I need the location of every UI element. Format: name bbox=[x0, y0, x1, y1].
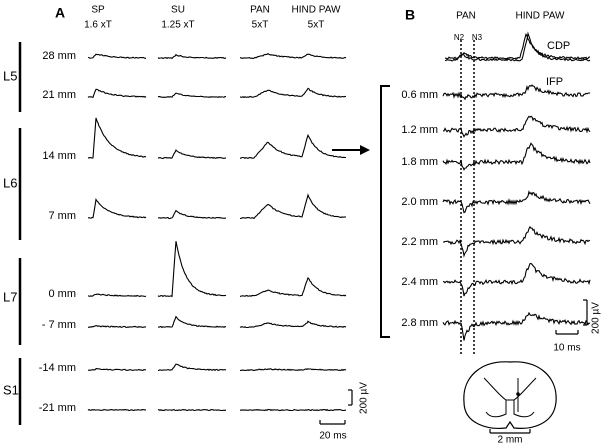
row-label: 2.4 mm bbox=[401, 276, 438, 288]
row-label: 2.2 mm bbox=[401, 236, 438, 248]
trace bbox=[442, 115, 591, 138]
row-label: 1.2 mm bbox=[401, 124, 438, 136]
panel-label: A bbox=[55, 5, 65, 21]
trace bbox=[157, 149, 227, 160]
scale-label: 10 ms bbox=[553, 343, 580, 354]
trace bbox=[444, 31, 591, 62]
scale-label: 200 µV bbox=[591, 302, 602, 334]
trace bbox=[157, 53, 227, 60]
header: PAN bbox=[456, 11, 476, 22]
scale-label: 200 µV bbox=[359, 382, 370, 414]
scale-label: 20 ms bbox=[319, 431, 346, 442]
trace-label: IFP bbox=[546, 76, 563, 88]
column-name: HIND PAW bbox=[292, 5, 341, 16]
trace bbox=[239, 408, 347, 412]
trace bbox=[239, 87, 347, 99]
row-label: 7 mm bbox=[49, 210, 77, 222]
trace bbox=[442, 84, 591, 101]
row-label: 21 mm bbox=[42, 89, 76, 101]
trace bbox=[239, 133, 346, 160]
column-name: SP bbox=[91, 5, 105, 16]
trace bbox=[87, 408, 146, 412]
trace-label: CDP bbox=[547, 40, 570, 52]
trace bbox=[442, 311, 591, 341]
spinal-cord bbox=[463, 361, 557, 434]
segment-label: L5 bbox=[3, 68, 17, 83]
trace bbox=[87, 198, 147, 219]
trace bbox=[240, 368, 347, 372]
panel-b: B PAN HIND PAW N2 N3 CDP IFP 200 µV 10 m… bbox=[380, 7, 602, 445]
trace bbox=[442, 225, 591, 258]
trace bbox=[87, 53, 146, 59]
trace bbox=[87, 325, 147, 329]
trace bbox=[87, 293, 147, 297]
row-label: 0.6 mm bbox=[401, 89, 438, 101]
segment-label: S1 bbox=[3, 382, 19, 397]
trace bbox=[157, 363, 227, 372]
trace bbox=[239, 52, 347, 60]
column-stim: 1.6 xT bbox=[84, 20, 112, 31]
column-stim: 5xT bbox=[308, 20, 325, 31]
trace bbox=[87, 368, 147, 371]
row-label: 1.8 mm bbox=[401, 156, 438, 168]
bracket bbox=[380, 85, 390, 338]
trace bbox=[157, 209, 227, 220]
column-name: PAN bbox=[250, 5, 270, 16]
column-name: SU bbox=[171, 5, 185, 16]
trace bbox=[444, 32, 590, 60]
trace bbox=[157, 315, 227, 329]
wave-label: N3 bbox=[472, 33, 483, 42]
trace bbox=[442, 142, 591, 171]
row-label: -14 mm bbox=[39, 362, 76, 374]
panel-a: A SP 1.6 xT SU 1.25 xT PAN 5xT HIND PAW … bbox=[3, 5, 370, 442]
column-stim: 1.25 xT bbox=[161, 20, 194, 31]
scale-label: 2 mm bbox=[498, 435, 523, 445]
trace bbox=[157, 241, 227, 298]
trace bbox=[239, 276, 347, 297]
row-label: 2.0 mm bbox=[401, 196, 438, 208]
trace bbox=[87, 88, 147, 99]
wave-label: N2 bbox=[454, 33, 465, 42]
trace bbox=[240, 193, 347, 220]
trace bbox=[442, 262, 591, 297]
trace bbox=[157, 92, 227, 99]
arrow bbox=[332, 145, 370, 155]
row-label: - 7 mm bbox=[42, 319, 76, 331]
trace bbox=[157, 408, 227, 412]
trace bbox=[442, 190, 591, 214]
row-label: -21 mm bbox=[39, 402, 76, 414]
header: HIND PAW bbox=[516, 11, 565, 22]
row-label: 14 mm bbox=[42, 150, 76, 162]
segment-label: L7 bbox=[3, 289, 17, 304]
trace bbox=[87, 117, 147, 159]
segment-label: L6 bbox=[3, 175, 17, 190]
row-label: 28 mm bbox=[42, 50, 76, 62]
panel-label: B bbox=[405, 7, 415, 23]
column-stim: 5xT bbox=[252, 20, 269, 31]
trace bbox=[239, 320, 347, 329]
row-label: 0 mm bbox=[49, 288, 77, 300]
row-label: 2.8 mm bbox=[401, 317, 438, 329]
